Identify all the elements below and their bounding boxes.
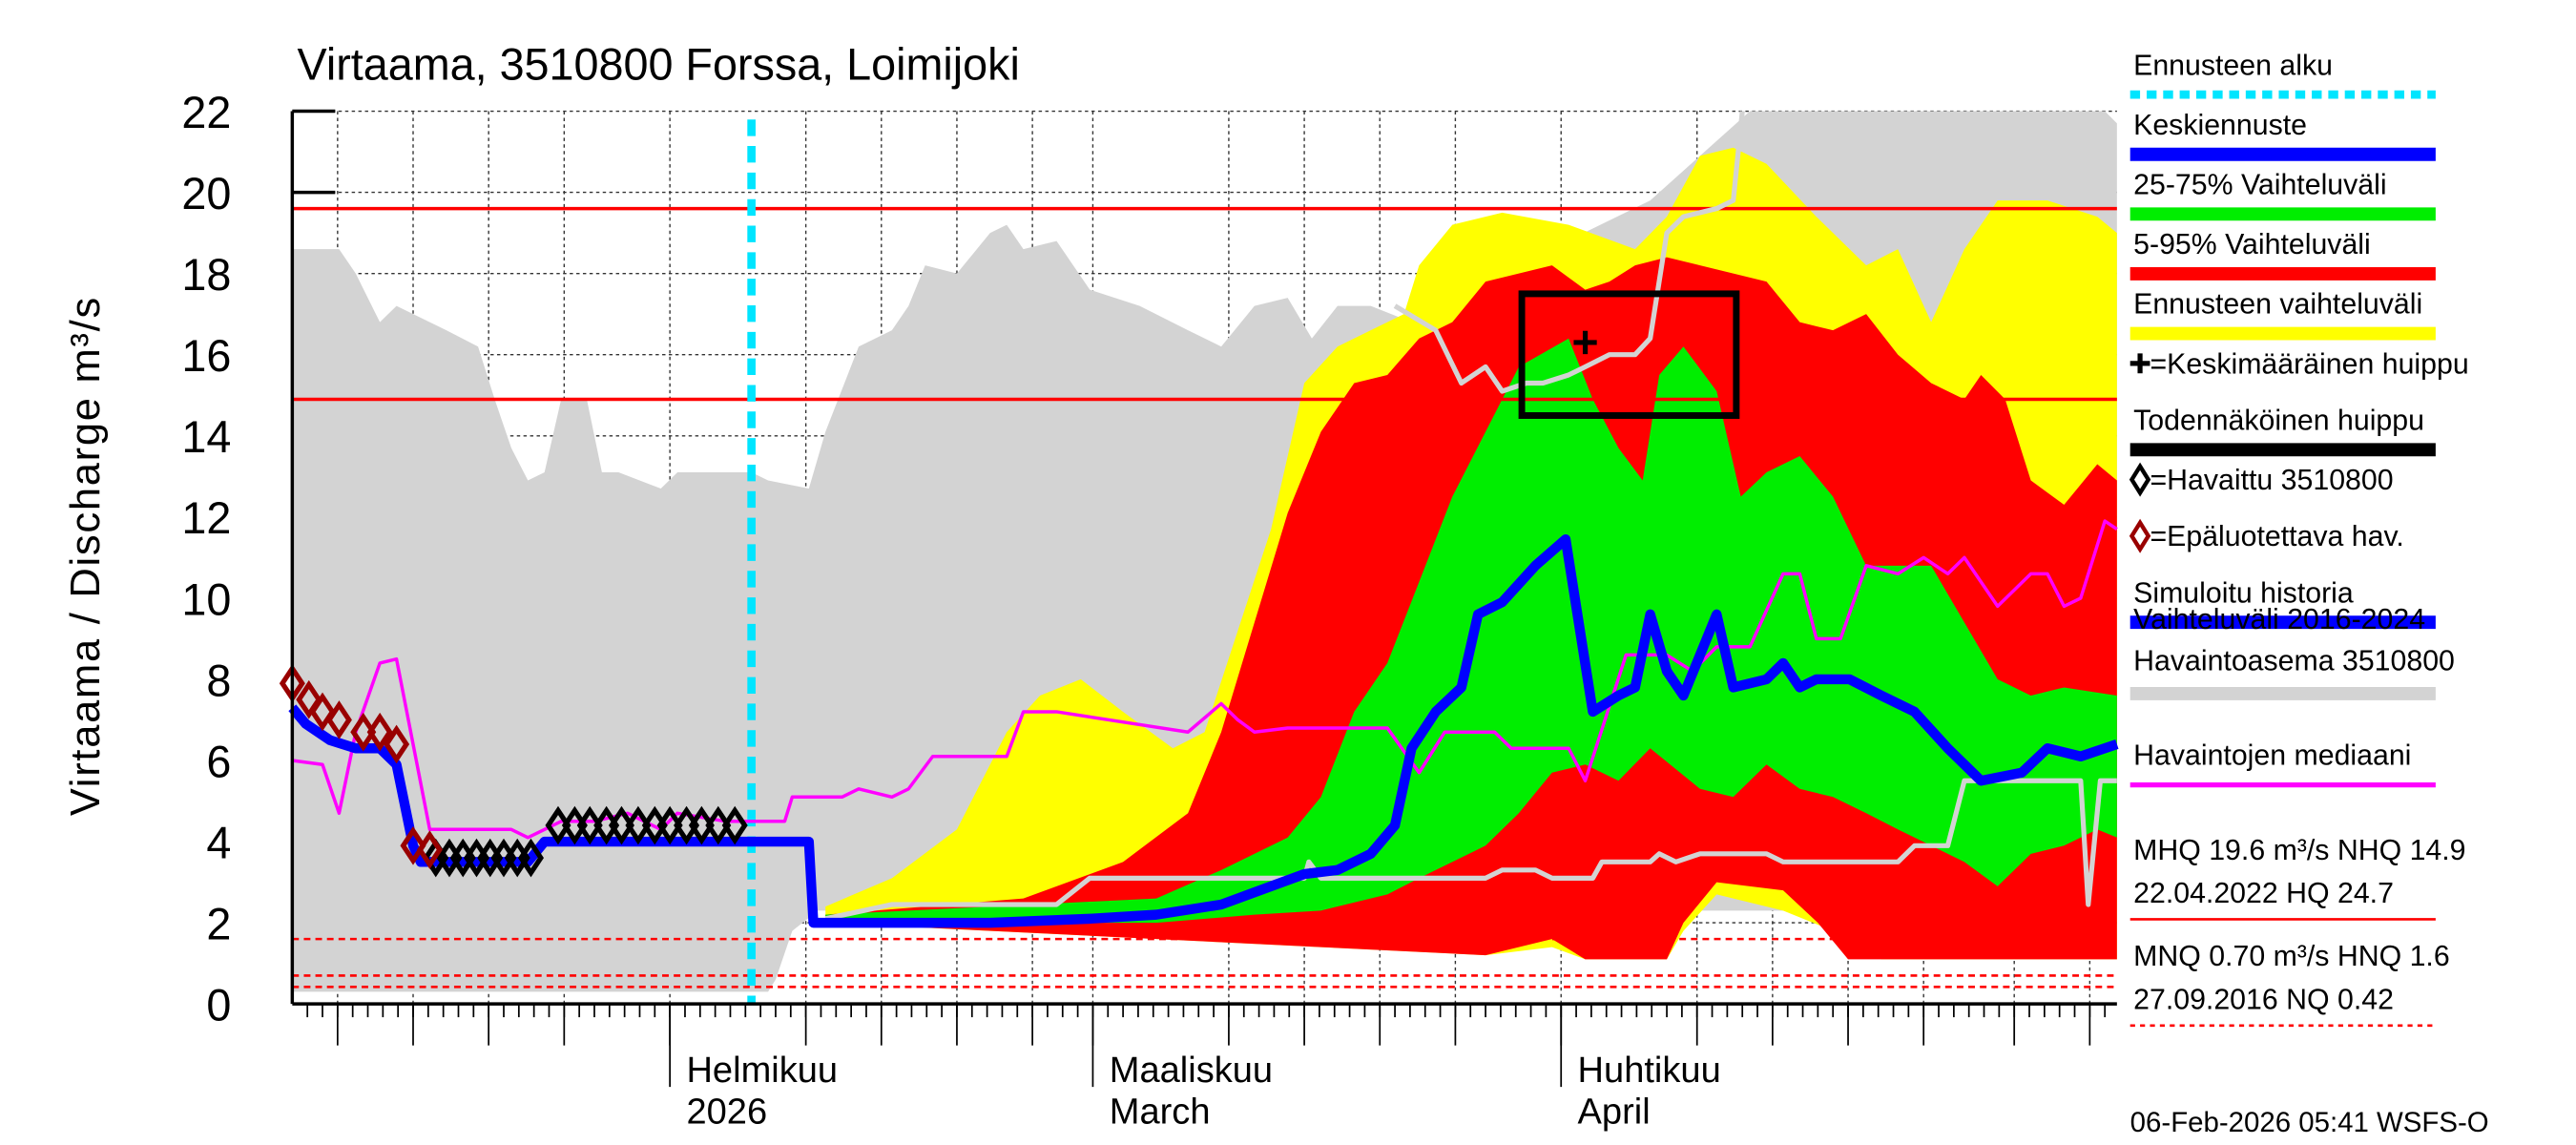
unreliable-point	[366, 712, 393, 752]
unreliable-point	[400, 825, 426, 865]
observed-point	[721, 805, 748, 845]
stats-line2: 22.04.2022 HQ 24.7	[2133, 878, 2394, 909]
observed-point	[688, 805, 715, 845]
month-label-en: April	[1578, 1091, 1651, 1132]
legend-label: =Havaittu 3510800	[2150, 465, 2393, 496]
legend: Ennusteen alku Keskiennuste 25-75% Vaihtel…	[2129, 50, 2469, 1028]
y-tick-label: 0	[206, 980, 231, 1030]
legend-label: Ennusteen alku	[2133, 50, 2333, 81]
y-tick-label: 12	[181, 493, 231, 543]
timestamp: 06-Feb-2026 05:41 WSFS-O	[2130, 1107, 2489, 1138]
legend-label: Havaintojen mediaani	[2133, 740, 2411, 772]
month-label-en: 2026	[686, 1091, 767, 1132]
legend-diamond-icon	[2129, 518, 2151, 553]
unreliable-point	[416, 830, 443, 869]
observed-point	[625, 805, 652, 845]
unreliable-point	[296, 679, 322, 719]
legend-diamond-icon	[2129, 462, 2151, 497]
probable-peak-box	[1518, 290, 1740, 419]
series-lines	[288, 111, 2119, 928]
y-axis-label: Virtaama / Discharge m³/s	[63, 296, 109, 816]
y-tick-label: 4	[206, 818, 231, 867]
legend-label: =Epäluotettava hav.	[2150, 521, 2403, 552]
legend-label: =Keskimääräinen huippu	[2150, 348, 2468, 380]
y-tick-label: 6	[206, 737, 231, 786]
observed-point	[656, 805, 683, 845]
markers	[279, 290, 1740, 878]
unreliable-point	[325, 700, 352, 739]
y-tick-label: 20	[181, 169, 231, 219]
legend-plus-icon	[2129, 353, 2150, 374]
series-line	[292, 519, 2118, 840]
series-line	[288, 533, 2119, 928]
legend-label: Keskiennuste	[2133, 110, 2307, 141]
legend-label: 25-75% Vaihteluväli	[2133, 169, 2386, 200]
y-tick-label: 18	[181, 250, 231, 300]
y-tick-label: 14	[181, 412, 231, 462]
mean-peak-marker	[1573, 330, 1597, 355]
legend-label: 5-95% Vaihteluväli	[2133, 229, 2371, 260]
legend-label: Ennusteen vaihteluväli	[2133, 289, 2422, 321]
observed-point	[608, 805, 634, 845]
y-tick-label: 22	[181, 88, 231, 137]
legend-label: Vaihteluväli 2016-2024	[2133, 604, 2425, 635]
month-label-en: March	[1110, 1091, 1211, 1132]
legend-label: Todennäköinen huippu	[2133, 405, 2424, 436]
observed-point	[705, 805, 732, 845]
observed-point	[517, 838, 544, 878]
series-line	[1393, 111, 1745, 394]
y-tick-label: 2	[206, 899, 231, 948]
observed-point	[576, 805, 603, 845]
y-tick-label: 10	[181, 574, 231, 624]
stats-line1: MHQ 19.6 m³/s NHQ 14.9	[2133, 835, 2465, 866]
month-label-fi: Helmikuu	[686, 1050, 838, 1091]
observed-point	[545, 805, 571, 845]
y-tick-label: 8	[206, 656, 231, 705]
reference-lines	[292, 119, 2117, 1005]
legend-label: Simuloitu historia	[2133, 577, 2354, 609]
y-tick-label: 16	[181, 331, 231, 381]
legend-label-2: Havaintoasema 3510800	[2133, 646, 2455, 677]
stats-line1: MNQ 0.70 m³/s HNQ 1.6	[2133, 941, 2450, 972]
unreliable-point	[350, 712, 377, 752]
stats-line2: 27.09.2016 NQ 0.42	[2133, 984, 2394, 1015]
chart-title: Virtaama, 3510800 Forssa, Loimijoki	[298, 39, 1020, 89]
month-label-fi: Maaliskuu	[1110, 1050, 1273, 1091]
unreliable-point	[384, 724, 410, 764]
month-label-fi: Huhtikuu	[1578, 1050, 1721, 1091]
unreliable-point	[309, 692, 336, 732]
